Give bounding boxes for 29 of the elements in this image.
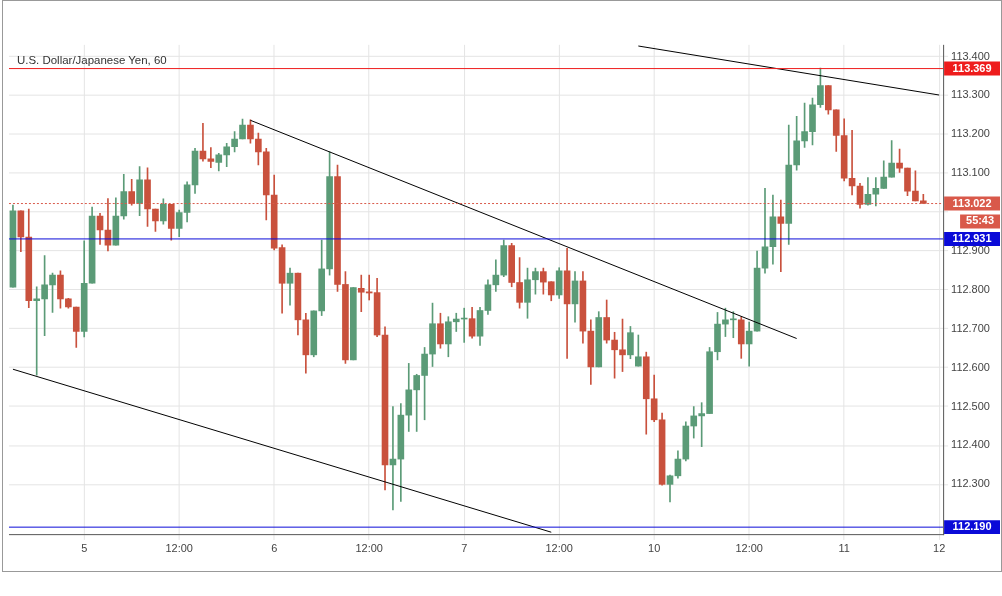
- ref-line-label: 113.022: [952, 196, 992, 209]
- y-tick-label: 112.700: [951, 321, 990, 334]
- x-tick-label: 12:00: [165, 542, 193, 555]
- candlestick: [777, 199, 785, 272]
- x-tick-label: 12:00: [545, 542, 573, 555]
- x-tick-label: 12: [933, 542, 946, 555]
- y-tick-label: 113.100: [951, 166, 990, 179]
- x-tick-label: 12:00: [355, 542, 383, 555]
- text: 55:43: [966, 214, 995, 227]
- y-tick-label: 112.400: [951, 438, 990, 451]
- y-tick-label: 112.300: [951, 477, 990, 490]
- y-tick-label: 112.500: [951, 399, 990, 412]
- y-tick-label: 112.600: [951, 360, 990, 373]
- x-tick-label: 10: [648, 542, 661, 555]
- x-tick-label: 12:00: [735, 542, 763, 555]
- x-tick-label: 6: [271, 542, 278, 555]
- y-tick-label: 112.800: [951, 282, 990, 295]
- x-tick-label: 7: [461, 542, 468, 555]
- x-tick-label: 5: [81, 542, 88, 555]
- y-tick-label: 112.900: [951, 244, 990, 257]
- y-tick-label: 113.400: [951, 49, 990, 62]
- y-tick-label: 113.300: [951, 88, 990, 101]
- x-tick-label: 11: [838, 542, 850, 555]
- ref-line-label: 113.369: [952, 61, 992, 74]
- candlestick: [207, 147, 215, 169]
- ref-line-label: 112.931: [952, 231, 992, 244]
- y-tick-label: 113.200: [951, 127, 990, 140]
- text: U.S. Dollar/Japanese Yen, 60: [16, 53, 167, 66]
- ref-line-label: 112.190: [952, 520, 992, 533]
